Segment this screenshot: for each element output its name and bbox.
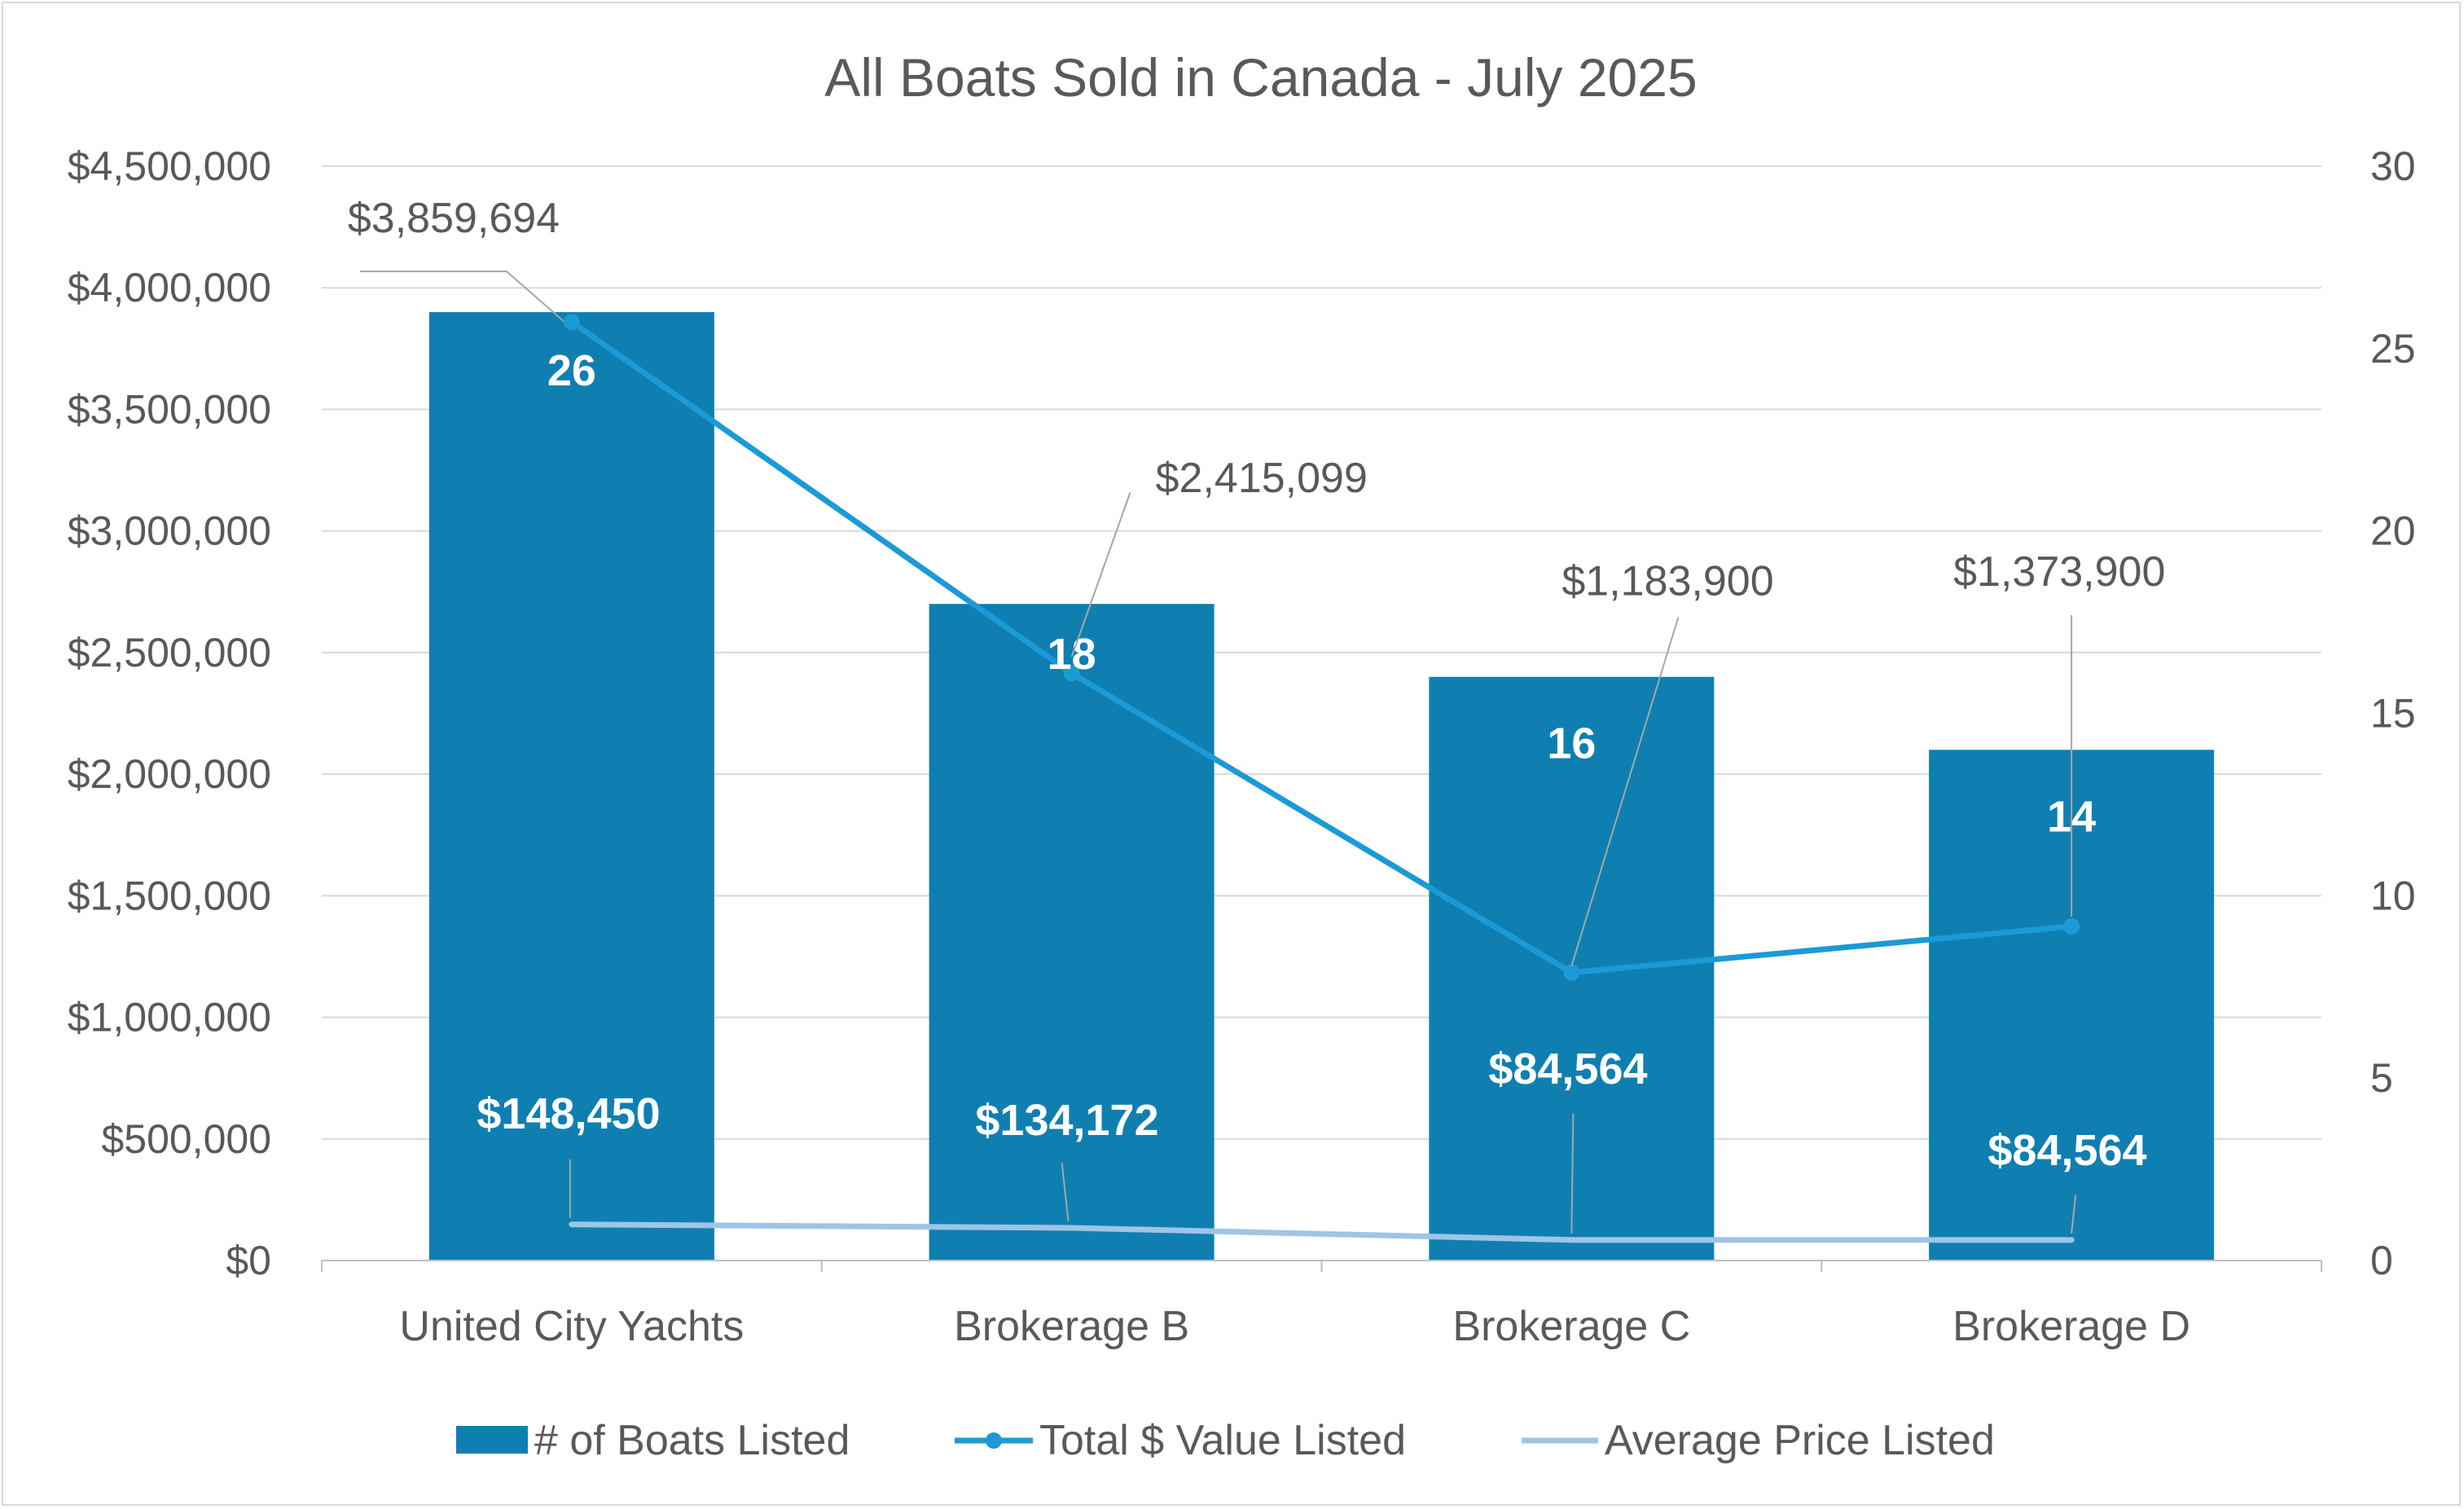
average-price-line	[569, 1221, 2075, 1243]
average-price-data-label: $134,172	[975, 1096, 1158, 1145]
y-secondary-tick-label: 5	[2370, 1055, 2393, 1101]
total-value-point	[1563, 964, 1580, 981]
total-value-data-label: $2,415,099	[1156, 455, 1368, 502]
bar-data-label: 16	[1547, 719, 1596, 768]
legend-label: Average Price Listed	[1605, 1417, 1995, 1464]
y-primary-tick-label: $3,500,000	[68, 386, 271, 432]
total-value-line	[569, 319, 2075, 976]
legend: # of Boats Listed Total $ Value Listed Ave…	[456, 1417, 1995, 1464]
total-value-data-label: $1,183,900	[1561, 558, 1773, 605]
total-value-data-label: $3,859,694	[348, 195, 560, 242]
average-price-data-label: $148,450	[477, 1089, 660, 1138]
average-price-data-label: $84,564	[1488, 1045, 1647, 1093]
bar-data-label: 26	[547, 346, 596, 395]
x-category-label: Brokerage D	[1952, 1303, 2190, 1350]
x-category-label: United City Yachts	[399, 1303, 744, 1350]
y-primary-tick-label: $1,000,000	[68, 995, 271, 1040]
bar-series	[428, 312, 2215, 1261]
y-primary-tick-label: $2,500,000	[68, 630, 271, 675]
bar-data-label: 18	[1048, 630, 1096, 679]
axes: $0 $500,000 $1,000,000 $1,500,000 $2,000,000…	[68, 143, 2416, 1350]
total-value-point	[2063, 917, 2080, 935]
y-secondary-tick-label: 30	[2370, 143, 2416, 189]
leader-line	[359, 271, 564, 322]
bar	[929, 604, 1214, 1260]
y-primary-tick-label: $1,500,000	[68, 873, 271, 918]
legend-label: # of Boats Listed	[534, 1417, 850, 1464]
x-category-label: Brokerage B	[954, 1303, 1189, 1350]
average-price-data-label: $84,564	[1987, 1126, 2146, 1175]
legend-swatch-marker	[986, 1432, 1002, 1449]
line-series	[563, 314, 2080, 1243]
leader-line	[2071, 1194, 2077, 1234]
y-primary-tick-label: $500,000	[101, 1116, 271, 1162]
y-primary-tick-label: $0	[226, 1238, 271, 1283]
y-secondary-tick-label: 20	[2370, 508, 2416, 554]
y-secondary-tick-label: 25	[2370, 326, 2416, 372]
y-primary-tick-label: $3,000,000	[68, 508, 271, 554]
total-value-point	[1063, 665, 1080, 682]
y-secondary-tick-label: 0	[2370, 1238, 2393, 1283]
y-primary-tick-label: $2,000,000	[68, 751, 271, 797]
total-value-point	[563, 314, 580, 331]
x-category-label: Brokerage C	[1452, 1303, 1690, 1350]
y-secondary-tick-label: 15	[2370, 691, 2416, 737]
y-primary-tick-label: $4,500,000	[68, 143, 271, 189]
leader-line	[1061, 1162, 1069, 1222]
leader-line	[1570, 617, 1680, 966]
total-value-data-label: $1,373,900	[1953, 548, 2165, 596]
leader-line	[1070, 491, 1131, 658]
bar	[428, 312, 714, 1261]
leader-line	[1570, 1113, 1575, 1234]
chart-title: All Boats Sold in Canada - July 2025	[824, 47, 1697, 108]
legend-label: Total $ Value Listed	[1039, 1417, 1406, 1464]
legend-swatch-bar	[456, 1426, 528, 1454]
y-primary-tick-label: $4,000,000	[68, 265, 271, 310]
y-secondary-tick-label: 10	[2370, 873, 2416, 918]
